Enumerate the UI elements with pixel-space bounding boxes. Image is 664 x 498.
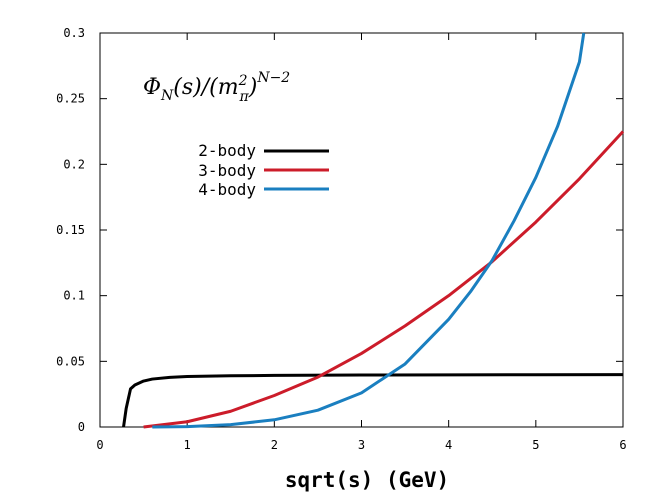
legend-label-4body: 4-body [198,180,256,199]
annot-mid: (s)/(m [173,75,238,100]
legend-label-2body: 2-body [198,141,256,160]
y-tick-label: 0.3 [63,26,85,40]
annot-close: ) [248,75,258,100]
series-line-3-body [143,130,625,429]
x-tick-label: 6 [619,438,626,452]
legend-label-3body: 3-body [198,161,256,180]
series-line-2-body [122,373,624,428]
x-tick-label: 4 [445,438,452,452]
series-line-4-body [152,32,586,429]
y-tick-label: 0 [78,420,85,434]
annot-base: Φ [143,75,161,100]
x-tick-label: 0 [96,438,103,452]
x-axis-label: sqrt(s) (GeV) [285,468,449,492]
series-lines [122,32,625,429]
y-tick-label: 0.2 [63,157,85,171]
legend: 2-body 3-body 4-body [198,141,329,199]
annot-sup2: N−2 [256,70,290,86]
annotation-formula: ΦN(s)/(m2 π)N−2 [143,70,290,105]
x-tick-label: 3 [358,438,365,452]
y-tick-label: 0.15 [56,223,85,237]
x-tick-label: 2 [271,438,278,452]
x-tick-label: 1 [184,438,191,452]
y-tick-label: 0.1 [63,289,85,303]
annot-sub2: π [239,89,250,105]
x-tick-label: 5 [532,438,539,452]
annot-sup1: 2 [238,73,248,89]
axis-ticks: 0 1 2 3 4 5 6 0 0.05 0.1 0.15 0.2 0.25 0.3 [56,26,627,452]
y-tick-label: 0.25 [56,92,85,106]
y-tick-label: 0.05 [56,354,85,368]
annot-sub1: N [160,88,174,104]
